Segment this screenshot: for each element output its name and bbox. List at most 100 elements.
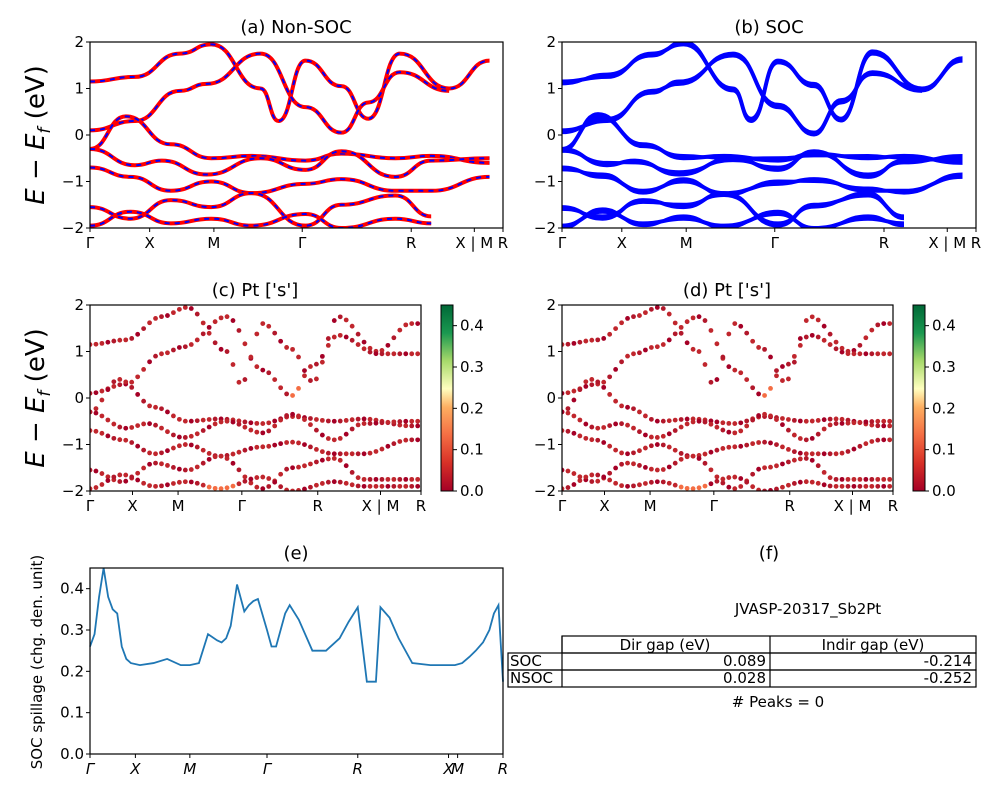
projected-point xyxy=(129,336,135,341)
projected-point xyxy=(708,421,714,427)
projected-point xyxy=(809,332,815,338)
projected-point xyxy=(373,476,379,482)
projected-point xyxy=(349,451,355,457)
projected-point xyxy=(821,323,827,329)
projected-point xyxy=(780,444,785,450)
projected-point xyxy=(379,420,385,426)
projected-point xyxy=(99,388,105,394)
projected-point xyxy=(308,364,313,369)
projected-point xyxy=(875,322,881,328)
projected-point xyxy=(171,481,176,486)
projected-point xyxy=(242,419,248,425)
projected-point xyxy=(589,382,595,388)
projected-point xyxy=(750,338,756,344)
projected-point xyxy=(141,447,147,453)
projected-point xyxy=(343,317,349,323)
projected-point xyxy=(774,368,779,374)
projected-point xyxy=(361,346,367,352)
projected-point xyxy=(821,417,827,423)
projected-point xyxy=(839,349,845,355)
projected-point xyxy=(105,433,111,439)
projected-point xyxy=(821,451,827,457)
projected-point xyxy=(117,424,123,430)
band-lines xyxy=(90,42,490,228)
projected-point xyxy=(325,436,331,441)
projected-point xyxy=(284,440,290,445)
projected-point xyxy=(242,474,248,480)
projected-point xyxy=(780,378,785,383)
projected-point xyxy=(684,421,690,427)
projected-point xyxy=(188,418,194,424)
band-line-soc-split xyxy=(562,149,963,176)
projected-point xyxy=(99,413,105,419)
projected-point xyxy=(857,419,863,425)
projected-point xyxy=(266,420,272,426)
projected-point xyxy=(738,420,744,426)
projected-point xyxy=(660,418,666,424)
projected-point xyxy=(284,345,290,350)
projected-point xyxy=(367,476,373,482)
projected-point xyxy=(690,315,696,321)
projected-point xyxy=(613,326,619,332)
projected-point xyxy=(565,341,571,347)
projected-point xyxy=(583,338,589,344)
projected-point xyxy=(881,351,887,357)
projected-point xyxy=(272,479,278,485)
projected-point xyxy=(732,421,738,426)
projected-point xyxy=(153,422,158,428)
projected-point xyxy=(361,483,367,489)
projected-point xyxy=(845,351,851,357)
projected-point xyxy=(833,346,839,352)
projected-point xyxy=(236,328,242,333)
projected-point xyxy=(887,437,893,443)
projected-point xyxy=(851,348,857,353)
projected-point xyxy=(613,447,619,453)
projected-point xyxy=(296,464,301,470)
projected-point xyxy=(248,476,254,482)
projected-point xyxy=(589,479,595,484)
projected-point xyxy=(684,485,690,491)
projected-point xyxy=(391,441,397,447)
projected-point xyxy=(660,342,666,347)
projected-point xyxy=(147,320,152,326)
projected-point xyxy=(601,474,607,480)
projected-point xyxy=(595,478,601,484)
projected-point xyxy=(212,421,218,427)
projected-point xyxy=(266,443,272,449)
projected-point xyxy=(141,398,147,404)
projected-point xyxy=(678,330,684,336)
projected-point xyxy=(660,479,666,485)
x-tick-label: X xyxy=(599,497,609,515)
projected-point xyxy=(714,424,720,430)
projected-point xyxy=(654,467,660,473)
projected-point xyxy=(660,433,666,439)
projected-point xyxy=(869,351,875,357)
projected-point xyxy=(577,478,583,483)
projected-point xyxy=(589,377,595,382)
projected-point xyxy=(845,449,851,454)
y-tick-label: −2 xyxy=(62,482,84,500)
projected-point xyxy=(803,456,809,461)
y-tick-label: 0.0 xyxy=(60,745,84,763)
projected-point xyxy=(242,377,248,382)
projected-point xyxy=(349,417,355,423)
projected-point xyxy=(105,474,111,480)
projected-point xyxy=(565,468,571,474)
projected-point xyxy=(648,345,654,350)
x-tick-label: M xyxy=(207,234,220,252)
y-tick-label: −1 xyxy=(62,173,84,191)
colorbar-c: 0.0 0.1 0.2 0.3 0.4 xyxy=(440,304,484,500)
x-tick-label: R xyxy=(416,497,426,515)
projected-point xyxy=(284,487,290,491)
projected-point xyxy=(266,476,272,481)
projected-point xyxy=(206,330,212,336)
projected-point xyxy=(331,334,337,340)
band-lines xyxy=(562,42,963,228)
projected-point xyxy=(290,411,295,417)
projected-point xyxy=(260,421,266,426)
projected-point xyxy=(314,482,319,488)
projected-point xyxy=(726,420,732,426)
projected-point xyxy=(583,384,589,389)
projected-point xyxy=(117,472,123,478)
